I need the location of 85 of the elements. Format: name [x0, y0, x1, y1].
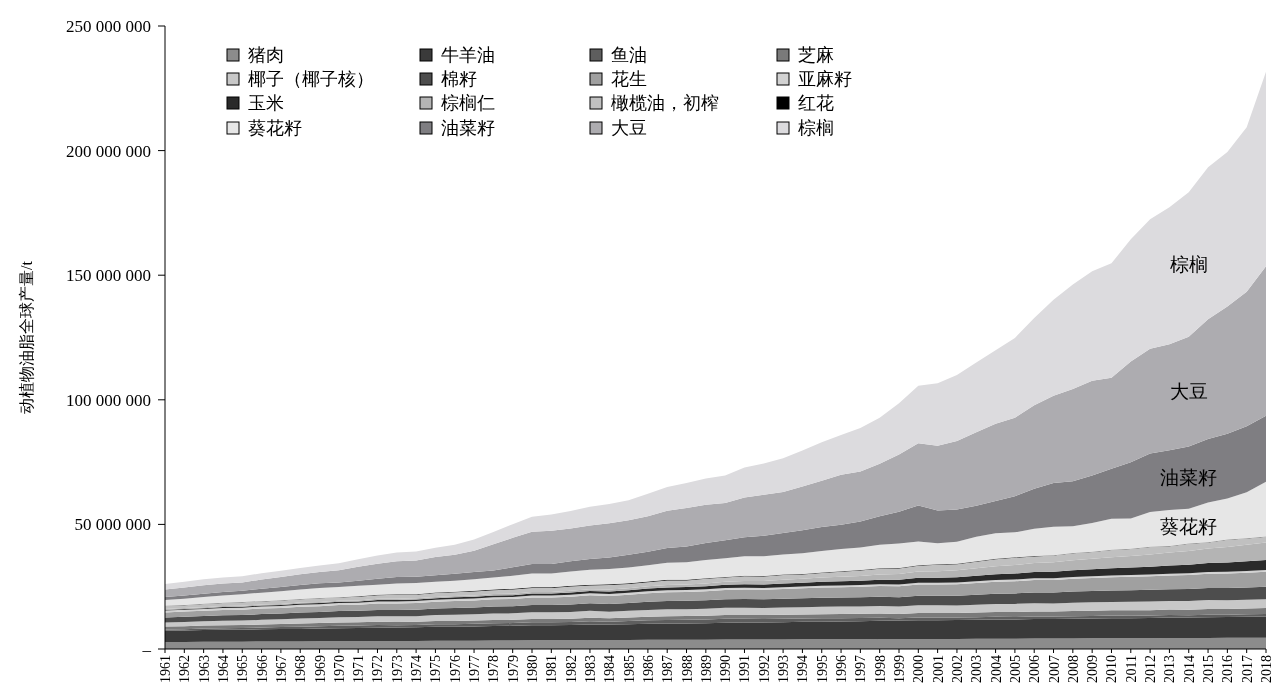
x-tick-label: 2018	[1259, 655, 1274, 683]
legend-label: 棕榈	[798, 118, 834, 139]
x-tick-label: 1974	[409, 655, 425, 683]
x-tick-label: 1972	[370, 655, 386, 683]
x-tick-label: 1982	[563, 655, 579, 683]
x-tick-label: 2006	[1027, 655, 1043, 683]
x-tick-label: 2009	[1085, 655, 1101, 683]
x-tick-label: 1992	[756, 655, 772, 683]
legend-label: 油菜籽	[441, 118, 495, 139]
legend-label: 芝麻	[798, 45, 834, 66]
annotation: 葵花籽	[1160, 515, 1218, 537]
x-tick-label: 2000	[911, 655, 927, 683]
legend-label: 棕榈仁	[441, 93, 495, 114]
x-tick-label: 1970	[331, 655, 347, 683]
legend-label: 玉米	[248, 93, 284, 114]
x-tick-label: 1989	[698, 655, 714, 683]
x-tick-label: 1991	[737, 655, 753, 683]
x-tick-label: 2013	[1162, 655, 1178, 683]
x-tick-label: 1978	[486, 655, 502, 683]
x-tick-label: 1985	[621, 655, 637, 683]
legend-label: 棉籽	[441, 69, 477, 90]
y-tick-label: 200 000 000	[66, 141, 151, 161]
x-tick-label: 1964	[215, 655, 231, 683]
x-tick-label: 2004	[988, 655, 1004, 683]
y-tick-label: –	[141, 639, 152, 659]
annotation: 油菜籽	[1160, 467, 1218, 489]
x-tick-label: 1986	[640, 655, 656, 683]
y-tick-label: 250 000 000	[66, 16, 151, 36]
x-tick-label: 2007	[1046, 655, 1062, 683]
x-tick-label: 2015	[1201, 655, 1217, 683]
x-tick-label: 1988	[679, 655, 695, 683]
x-tick-label: 1987	[660, 655, 676, 683]
x-tick-label: 1968	[293, 655, 309, 683]
x-tick-label: 2017	[1239, 655, 1255, 683]
x-tick-label: 2014	[1181, 655, 1197, 683]
legend-label: 花生	[611, 69, 647, 90]
y-tick-label: 150 000 000	[66, 266, 151, 286]
x-tick-label: 1977	[467, 655, 483, 683]
x-tick-label: 2011	[1123, 655, 1139, 683]
x-tick-label: 1963	[196, 655, 212, 683]
x-tick-label: 1981	[544, 655, 560, 683]
y-tick-label: 50 000 000	[74, 515, 151, 535]
x-tick-label: 1965	[235, 655, 251, 683]
y-tick-label: 100 000 000	[66, 390, 151, 410]
x-tick-label: 2003	[969, 655, 985, 683]
legend-label: 猪肉	[248, 45, 284, 66]
x-tick-label: 2010	[1104, 655, 1120, 683]
x-tick-label: 1993	[776, 655, 792, 683]
x-tick-label: 1976	[447, 655, 463, 683]
x-tick-label: 1962	[177, 655, 193, 683]
x-tick-label: 2002	[949, 655, 965, 683]
x-tick-label: 1984	[602, 655, 618, 683]
x-tick-label: 1979	[505, 655, 521, 683]
x-tick-label: 1996	[834, 655, 850, 683]
x-tick-label: 1995	[814, 655, 830, 683]
x-tick-label: 1980	[525, 655, 540, 683]
x-tick-label: 2012	[1143, 655, 1159, 683]
legend-label: 大豆	[611, 118, 647, 139]
y-axis-title: 动植物油脂全球产量/t	[18, 260, 35, 414]
legend-label: 牛羊油	[441, 45, 495, 66]
x-tick-label: 1983	[582, 655, 598, 683]
x-tick-label: 1990	[718, 655, 734, 683]
legend-label: 红花	[798, 93, 834, 114]
legend-label: 葵花籽	[248, 118, 302, 139]
x-tick-label: 1975	[428, 655, 444, 683]
x-tick-label: 1961	[158, 655, 173, 683]
x-tick-label: 2016	[1220, 655, 1236, 683]
x-tick-label: 1999	[892, 655, 907, 683]
x-tick-label: 1971	[351, 655, 367, 683]
x-tick-label: 1997	[853, 655, 869, 683]
x-tick-label: 2005	[1007, 655, 1023, 683]
x-tick-label: 1973	[389, 655, 405, 683]
x-tick-label: 1969	[312, 655, 328, 683]
x-tick-label: 2001	[930, 655, 946, 683]
annotation: 大豆	[1169, 381, 1208, 403]
x-tick-label: 1967	[273, 655, 289, 683]
annotation: 棕榈	[1169, 254, 1208, 276]
x-tick-label: 1994	[795, 655, 811, 683]
x-tick-label: 1966	[254, 655, 270, 683]
x-tick-label: 2008	[1065, 655, 1081, 683]
legend-label: 亚麻籽	[798, 69, 852, 90]
x-tick-label: 1998	[872, 655, 888, 683]
legend-label: 鱼油	[611, 45, 647, 66]
legend-label: 橄榄油，初榨	[611, 93, 719, 114]
legend-label: 椰子（椰子核）	[248, 69, 374, 90]
